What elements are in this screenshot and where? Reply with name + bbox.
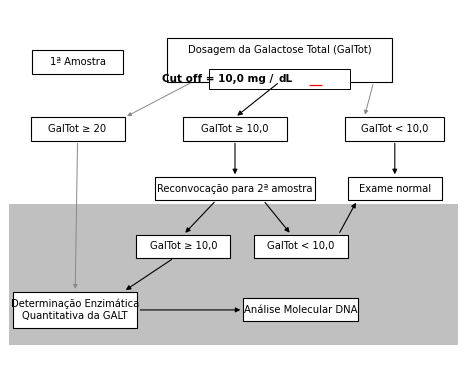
- FancyBboxPatch shape: [136, 235, 230, 258]
- Bar: [9, 204, 458, 345]
- FancyBboxPatch shape: [345, 117, 444, 141]
- Text: GalTot ≥ 10,0: GalTot ≥ 10,0: [201, 124, 269, 134]
- FancyBboxPatch shape: [209, 69, 350, 89]
- Text: GalTot ≥ 20: GalTot ≥ 20: [48, 124, 107, 134]
- Text: Determinação Enzimática
Quantitativa da GALT: Determinação Enzimática Quantitativa da …: [11, 299, 139, 321]
- FancyBboxPatch shape: [348, 177, 442, 200]
- FancyBboxPatch shape: [32, 50, 123, 74]
- Text: GalTot ≥ 10,0: GalTot ≥ 10,0: [149, 241, 217, 251]
- FancyBboxPatch shape: [31, 117, 125, 141]
- FancyBboxPatch shape: [167, 38, 392, 82]
- Text: dL: dL: [278, 74, 292, 84]
- Text: Reconvocação para 2ª amostra: Reconvocação para 2ª amostra: [157, 184, 313, 194]
- FancyBboxPatch shape: [155, 177, 315, 200]
- FancyBboxPatch shape: [13, 292, 137, 328]
- Text: Análise Molecular DNA: Análise Molecular DNA: [244, 305, 358, 315]
- Text: 1ª Amostra: 1ª Amostra: [49, 57, 106, 67]
- FancyBboxPatch shape: [183, 117, 287, 141]
- Text: GalTot < 10,0: GalTot < 10,0: [361, 124, 429, 134]
- Text: Exame normal: Exame normal: [359, 184, 431, 194]
- Text: GalTot < 10,0: GalTot < 10,0: [267, 241, 335, 251]
- Text: Cut off = 10,0 mg /: Cut off = 10,0 mg /: [163, 74, 277, 84]
- Text: Dosagem da Galactose Total (GalTot): Dosagem da Galactose Total (GalTot): [188, 45, 371, 55]
- FancyBboxPatch shape: [254, 235, 348, 258]
- FancyBboxPatch shape: [243, 298, 359, 321]
